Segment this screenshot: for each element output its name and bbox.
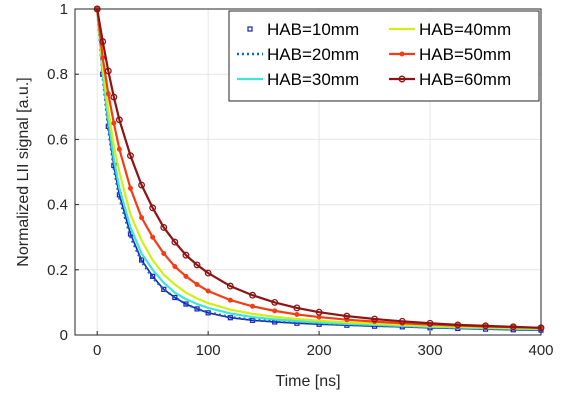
x-tick-label: 200 [307,342,332,359]
legend-marker [399,51,405,57]
legend-item: HAB=20mm [237,45,359,64]
legend-item: HAB=50mm [389,45,511,64]
data-point [100,55,106,61]
data-point [127,185,133,191]
data-point [343,312,351,320]
y-axis-label: Normalized LII signal [a.u.] [15,77,32,266]
series-line [96,8,542,330]
legend-item: HAB=10mm [247,20,359,39]
series-hab-20mm [95,8,542,331]
data-point [227,297,233,303]
data-point [509,323,517,331]
data-point [183,301,189,307]
data-point [293,304,301,312]
data-point [272,308,278,314]
legend-item: HAB=60mm [389,70,511,89]
series-line [96,8,542,329]
data-point [110,93,118,101]
legend-label: HAB=30mm [267,70,359,89]
data-point [105,91,111,97]
legend-label: HAB=20mm [267,45,359,64]
y-tick-label: 0.6 [47,131,68,148]
legend-box [228,10,540,102]
data-point [161,251,167,256]
x-tick-label: 400 [528,342,553,359]
data-point [227,315,233,321]
x-tick-label: 300 [418,342,443,359]
ticks: 0 100 200 300 400 0 0.2 0.4 0.6 0.8 1 [47,1,553,359]
series-line [95,8,542,331]
data-point [160,223,168,231]
data-point [316,314,322,320]
data-point [454,321,462,329]
data-point [183,273,189,279]
y-tick-label: 0.8 [47,66,68,83]
x-tick-label: 100 [196,342,221,359]
data-point [138,181,146,189]
data-point [127,152,134,160]
y-tick-label: 1 [60,1,68,18]
data-point [250,303,256,309]
data-point [171,238,179,246]
data-point [398,317,406,325]
y-tick-label: 0 [60,327,68,344]
data-point [226,282,234,290]
data-point [182,251,190,259]
data-point [139,215,145,221]
y-tick-label: 0.4 [47,197,68,214]
data-point [193,261,201,269]
series-hab-40mm [96,8,542,330]
plot-frame [74,8,542,336]
data-point [271,298,279,306]
data-point [149,204,157,212]
y-tick-label: 0.2 [47,262,68,279]
data-point [426,319,434,327]
legend: HAB=10mm HAB=20mm HAB=30mm HAB=40mm HAB=50mm… [228,10,540,102]
data-point [371,315,379,323]
legend-marker [398,75,406,83]
legend-label: HAB=50mm [419,45,511,64]
data-point [172,264,178,270]
data-point [150,234,156,240]
data-point [111,120,117,126]
data-point [99,38,107,46]
legend-marker [247,26,253,32]
legend-label: HAB=60mm [419,70,511,89]
data-point [204,269,212,277]
data-point [205,288,211,294]
data-point [315,308,323,316]
x-tick-label: 0 [93,342,101,359]
legend-item: HAB=30mm [237,70,359,89]
series-line [96,8,542,329]
legend-label: HAB=10mm [267,20,359,39]
x-axis-label: Time [ns] [275,373,340,390]
legend-label: HAB=40mm [419,20,511,39]
data-point [482,322,489,330]
series-layer [93,5,545,333]
data-point [249,291,256,299]
data-point [116,146,122,152]
legend-item: HAB=40mm [389,20,511,39]
series-hab-60mm [93,5,545,332]
data-point [115,116,123,124]
data-point [294,311,300,317]
data-point [194,281,200,287]
data-point [104,67,112,75]
